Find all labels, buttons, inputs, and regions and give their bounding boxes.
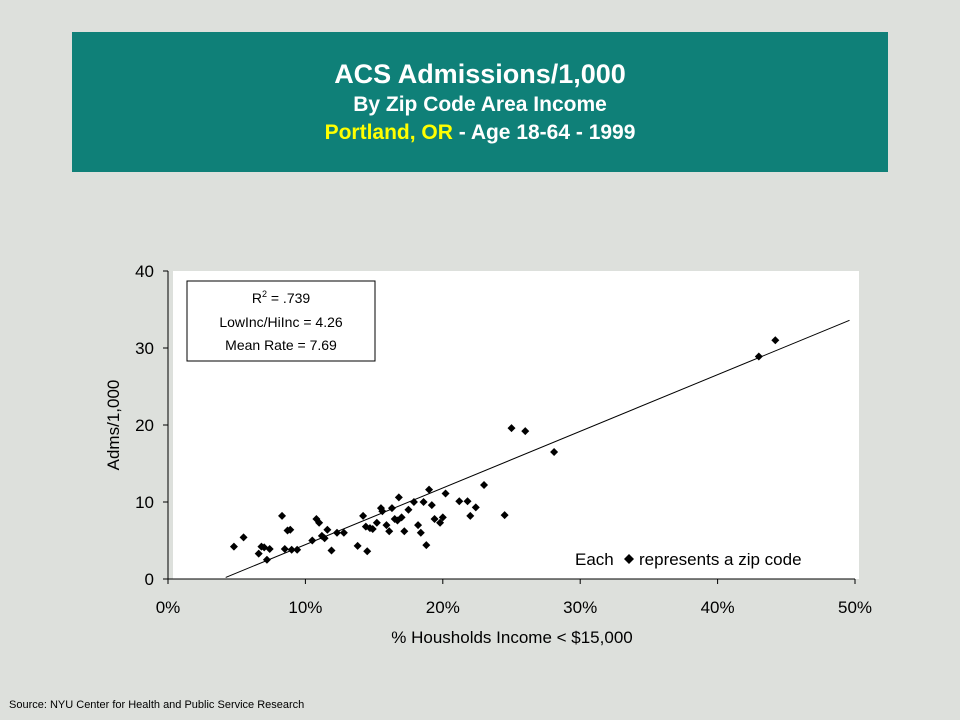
stats-box: R2 = .739 LowInc/HiInc = 4.26 Mean Rate … (186, 280, 376, 362)
data-point (382, 521, 391, 530)
legend-note: Each represents a zip code (575, 550, 802, 569)
y-tick-label: 20 (135, 416, 154, 435)
y-tick-label: 30 (135, 339, 154, 358)
data-point (425, 485, 434, 494)
data-point (394, 493, 403, 502)
data-point (353, 541, 362, 550)
data-point (414, 521, 423, 530)
data-point (254, 549, 263, 558)
data-point (436, 518, 445, 527)
data-point (471, 503, 480, 512)
chart-detail-line: Portland, OR - Age 18-64 - 1999 (325, 119, 636, 147)
data-point (286, 525, 295, 534)
data-points (229, 336, 780, 564)
ratio-text: LowInc/HiInc = 4.26 (219, 314, 343, 330)
r2-value: = .739 (267, 290, 310, 306)
data-point (550, 447, 559, 456)
r2-label: R (252, 290, 262, 306)
separator: - (452, 121, 471, 144)
data-point (293, 545, 302, 554)
chart-title: ACS Admissions/1,000 (334, 59, 626, 89)
y-tick-label: 40 (135, 262, 154, 281)
data-point (400, 527, 409, 536)
data-point (239, 533, 248, 542)
data-point (320, 534, 329, 543)
data-point (397, 513, 406, 522)
x-axis-title: % Housholds Income < $15,000 (391, 628, 632, 647)
data-point (387, 504, 396, 513)
data-point (419, 498, 428, 506)
svg-text:R2 = .739: R2 = .739 (252, 289, 311, 306)
data-point (315, 518, 324, 527)
data-point (359, 511, 368, 520)
legend-note-before: Each (575, 550, 614, 569)
y-tick-label: 0 (145, 570, 154, 589)
data-point (265, 544, 274, 553)
data-point (422, 541, 431, 550)
data-point (280, 544, 289, 553)
diamond-icon (624, 554, 634, 564)
trend-line (225, 319, 850, 578)
data-point (363, 547, 372, 556)
data-point (323, 525, 332, 534)
r2-superscript: 2 (262, 289, 267, 299)
data-point (754, 352, 763, 361)
x-tick-label: 30% (563, 598, 597, 617)
data-point (455, 497, 464, 506)
data-point (409, 498, 418, 506)
data-point (368, 524, 377, 533)
data-point (500, 511, 509, 520)
data-point (278, 511, 287, 520)
data-point (438, 513, 447, 522)
data-point (416, 528, 425, 537)
data-point (466, 511, 475, 520)
chart-subtitle: By Zip Code Area Income (353, 93, 607, 116)
x-tick-label: 40% (701, 598, 735, 617)
x-tick-label: 50% (838, 598, 872, 617)
data-point (327, 546, 336, 555)
data-point (372, 518, 381, 527)
data-point (229, 542, 238, 551)
x-tick-label: 0% (156, 598, 181, 617)
data-point (480, 481, 489, 490)
data-point (333, 528, 342, 537)
data-point (378, 507, 387, 516)
location-label: Portland, OR (324, 121, 453, 144)
data-point (427, 501, 436, 510)
y-axis-title: Adms/1,000 (104, 380, 123, 471)
data-point (771, 336, 780, 345)
data-point (441, 489, 450, 498)
axes: 0 10 20 30 40 0% 10% 20% 30% 40% 50% (135, 262, 872, 617)
data-point (287, 545, 296, 554)
data-point (430, 514, 439, 523)
data-point (463, 497, 472, 506)
legend-note-after: represents a zip code (639, 550, 802, 569)
x-tick-label: 20% (426, 598, 460, 617)
data-point (308, 536, 317, 545)
x-tick-label: 10% (288, 598, 322, 617)
age-year-label: Age 18-64 - 1999 (470, 121, 636, 144)
data-point (385, 527, 394, 536)
data-point (339, 528, 348, 537)
data-point (507, 424, 516, 433)
source-note: Source: NYU Center for Health and Public… (9, 699, 305, 711)
data-point (262, 555, 271, 564)
data-point (404, 505, 413, 514)
data-point (521, 427, 530, 436)
y-tick-label: 10 (135, 493, 154, 512)
mean-rate-text: Mean Rate = 7.69 (225, 337, 337, 353)
title-banner: ACS Admissions/1,000 By Zip Code Area In… (72, 32, 888, 172)
